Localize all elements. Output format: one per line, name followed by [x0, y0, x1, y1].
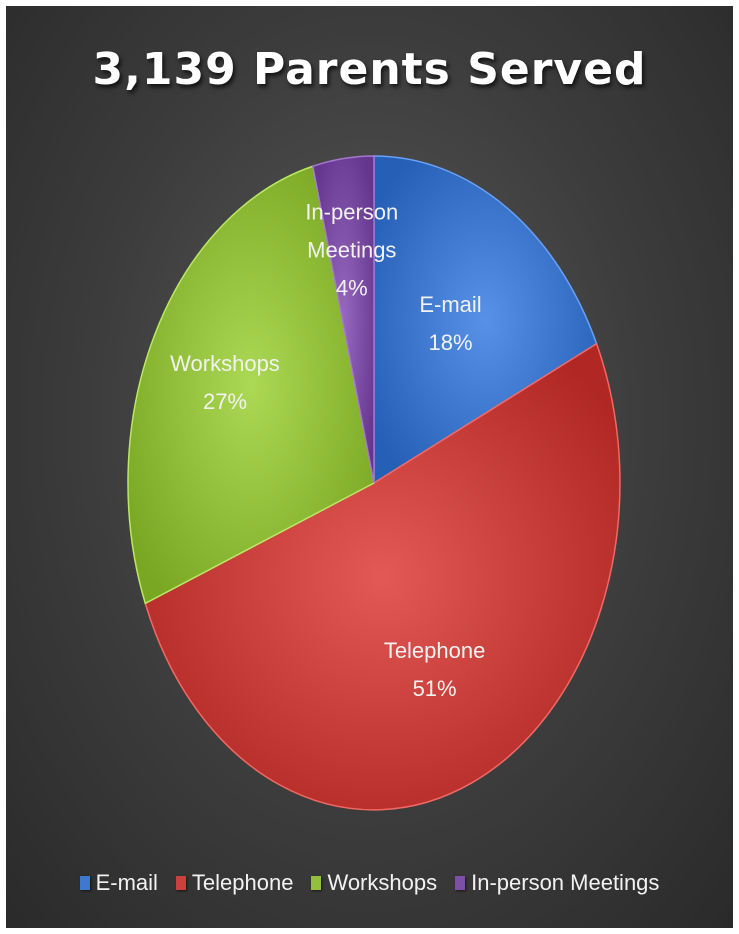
legend-swatch-workshops	[311, 876, 322, 890]
legend-label-in-person: In-person Meetings	[471, 870, 660, 895]
legend-item-email: E-mail	[79, 870, 158, 896]
legend-label-email: E-mail	[95, 870, 158, 895]
legend-swatch-telephone	[175, 876, 186, 890]
slice-label-telephone: Telephone 51%	[384, 638, 486, 701]
legend-label-telephone: Telephone	[191, 870, 294, 895]
legend-swatch-in-person	[455, 876, 466, 890]
legend-item-in-person: In-person Meetings	[455, 870, 659, 896]
pie-slice-email	[373, 155, 598, 485]
legend-item-telephone: Telephone	[175, 870, 294, 896]
pie-slice-in-person	[311, 155, 375, 484]
slice-label-workshops: Workshops 27%	[170, 351, 280, 414]
chart-frame: 3,139 Parents Served E-mail 18% Telephone 5…	[6, 6, 733, 928]
legend-label-workshops: Workshops	[327, 870, 438, 895]
slice-label-in-person: In-person Meetings 4%	[305, 199, 398, 300]
pie-slice-telephone	[144, 342, 621, 811]
legend-item-workshops: Workshops	[311, 870, 437, 896]
legend: E-mail Telephone Workshops In-person Mee…	[6, 870, 733, 896]
pie-chart: E-mail 18% Telephone 51% Workshops 27% In-pers…	[127, 155, 621, 811]
chart-title: 3,139 Parents Served	[92, 44, 647, 95]
legend-swatch-email	[79, 876, 90, 890]
pie-slice-workshops	[127, 165, 375, 605]
slice-label-email: E-mail 18%	[419, 292, 481, 355]
